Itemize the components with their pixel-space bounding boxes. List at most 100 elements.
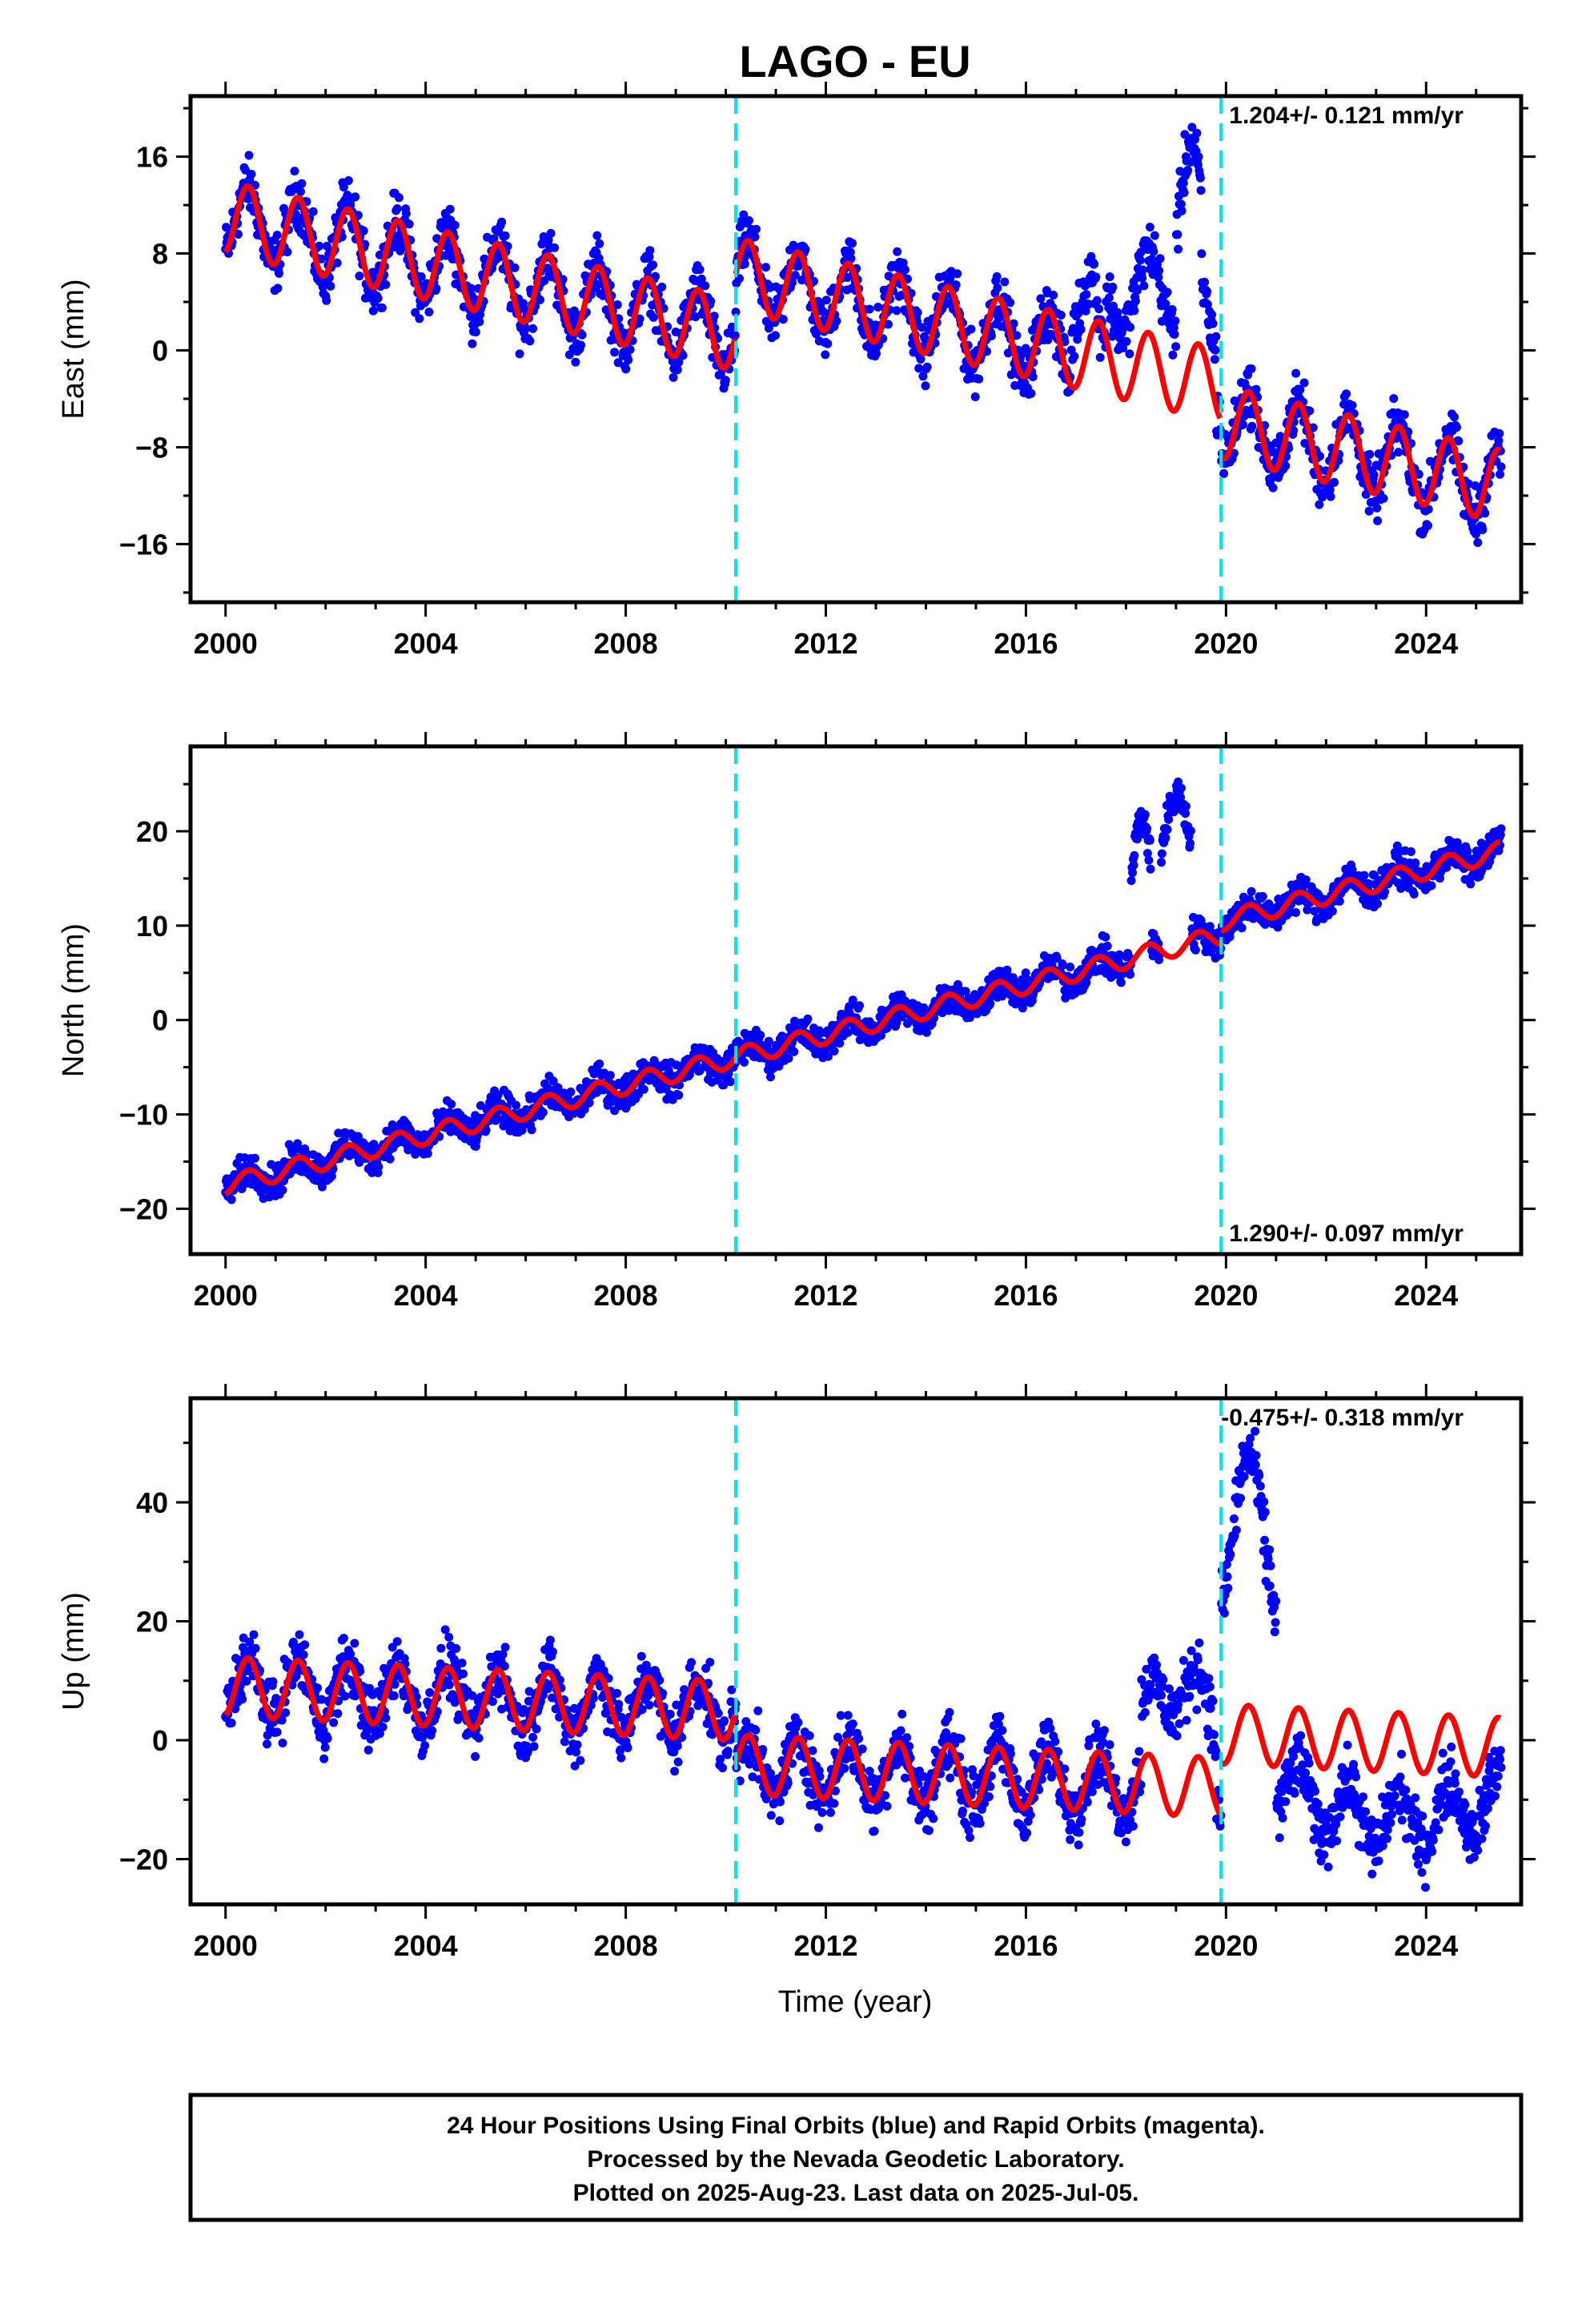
data-point	[648, 312, 658, 322]
data-point	[339, 183, 348, 192]
data-point	[821, 350, 830, 360]
data-point	[489, 234, 499, 243]
data-point	[1171, 342, 1181, 352]
data-point	[278, 1739, 287, 1747]
data-point	[1138, 265, 1147, 275]
data-point	[674, 357, 684, 367]
data-point	[1149, 247, 1158, 256]
panel-north: 2000 2004 2008 2012 2016 2020 202420100−10−20N…	[57, 732, 1536, 1312]
data-point	[724, 1069, 733, 1079]
data-point	[1161, 833, 1170, 842]
rate-label: 1.290+/- 0.097 mm/yr	[1229, 1220, 1464, 1247]
data-point	[892, 306, 901, 316]
data-point	[1442, 862, 1452, 872]
rate-label: 1.204+/- 0.121 mm/yr	[1229, 103, 1464, 129]
data-point	[801, 244, 810, 254]
data-point	[299, 1650, 308, 1659]
data-point	[571, 357, 580, 367]
data-point	[1211, 332, 1221, 341]
data-point	[378, 1723, 387, 1731]
data-point	[1164, 814, 1174, 824]
x-tick-label: 2016	[994, 627, 1058, 660]
data-point	[1365, 449, 1375, 459]
y-tick-label: −10	[119, 1099, 168, 1132]
data-point	[577, 330, 587, 340]
data-point	[845, 247, 855, 257]
data-point	[764, 1036, 773, 1046]
data-point	[1114, 950, 1124, 959]
data-point	[1295, 385, 1305, 395]
data-point	[404, 219, 414, 229]
data-point	[536, 295, 545, 304]
data-point	[1129, 860, 1138, 870]
data-point	[914, 364, 924, 373]
data-point	[390, 1679, 400, 1689]
data-point	[1150, 231, 1159, 240]
data-point	[346, 1649, 355, 1659]
data-point	[719, 1080, 729, 1090]
data-point	[1326, 492, 1335, 501]
data-point	[297, 179, 307, 188]
data-point	[695, 265, 705, 275]
data-point	[992, 271, 1002, 281]
data-point	[1108, 282, 1118, 292]
data-point	[394, 193, 404, 203]
data-point	[982, 347, 991, 356]
data-point	[625, 345, 635, 354]
data-point	[1454, 436, 1464, 446]
data-point	[595, 1059, 604, 1068]
data-point	[320, 1743, 330, 1752]
data-point	[1247, 364, 1256, 373]
y-tick-label: 16	[136, 141, 168, 174]
data-point	[481, 1125, 491, 1135]
data-point	[1361, 489, 1371, 499]
data-point	[545, 1635, 555, 1645]
y-axis-label: East (mm)	[57, 279, 90, 419]
data-point	[1082, 978, 1091, 987]
data-point	[993, 283, 1002, 292]
data-point	[1177, 206, 1186, 215]
data-point	[1061, 993, 1070, 1003]
data-point	[468, 1691, 477, 1700]
data-point	[387, 1642, 397, 1652]
data-point	[436, 1643, 446, 1653]
model-line	[1219, 388, 1502, 520]
data-point	[1102, 941, 1112, 951]
data-point	[1052, 953, 1062, 963]
data-point	[359, 226, 368, 235]
data-point	[515, 349, 524, 359]
data-point	[1142, 849, 1152, 858]
data-point	[797, 275, 806, 285]
data-point	[375, 1729, 384, 1739]
data-point	[788, 278, 797, 287]
data-point	[1299, 378, 1309, 388]
data-point	[701, 281, 710, 291]
data-point	[1191, 945, 1200, 955]
data-point	[444, 1680, 454, 1690]
data-point	[423, 1148, 432, 1158]
data-point	[227, 1719, 236, 1727]
data-point	[340, 1691, 350, 1701]
data-point	[1122, 336, 1131, 346]
data-point	[363, 1745, 373, 1755]
data-point	[1118, 344, 1128, 353]
data-point	[1082, 290, 1091, 300]
data-point	[1161, 299, 1170, 308]
data-point	[351, 192, 360, 202]
x-tick-label: 2008	[594, 627, 658, 660]
data-point	[752, 224, 761, 234]
x-tick-label: 2000	[194, 1279, 258, 1312]
data-point	[645, 246, 655, 255]
data-point	[1363, 879, 1373, 888]
data-point	[761, 263, 770, 272]
data-point	[519, 1705, 528, 1715]
data-point	[273, 283, 283, 293]
data-point	[648, 260, 658, 270]
data-point	[401, 209, 411, 219]
data-point	[1101, 932, 1110, 942]
data-point	[1237, 923, 1247, 933]
data-point	[635, 314, 644, 324]
data-point	[377, 303, 387, 312]
y-tick-label: −8	[135, 431, 168, 464]
data-point	[673, 365, 682, 375]
